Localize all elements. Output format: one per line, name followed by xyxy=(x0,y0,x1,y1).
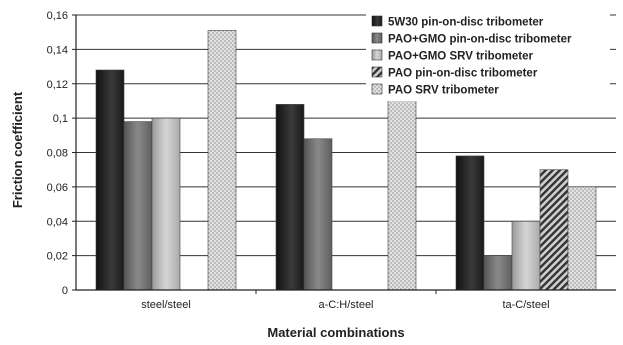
x-tick-label: steel/steel xyxy=(141,299,191,311)
y-tick-label: 0 xyxy=(62,285,68,297)
legend-swatch xyxy=(371,66,383,78)
bar xyxy=(123,121,153,291)
legend-label: 5W30 pin-on-disc tribometer xyxy=(388,17,544,29)
y-tick-label: 0,02 xyxy=(47,251,68,263)
y-tick-label: 0,1 xyxy=(53,113,68,125)
y-axis-ticks: 0 0,02 0,04 0,06 0,08 0,1 0,12 0,14 0,16 xyxy=(47,10,76,297)
y-tick-label: 0,16 xyxy=(47,10,68,22)
y-tick-label: 0,08 xyxy=(47,148,68,160)
x-axis-ticks: steel/steel a-C:H/steel ta-C/steel xyxy=(141,290,550,311)
y-tick-label: 0,12 xyxy=(47,79,68,91)
x-tick-label: a-C:H/steel xyxy=(318,299,373,311)
legend-swatch xyxy=(371,83,383,95)
y-tick-label: 0,04 xyxy=(47,216,68,228)
legend-background xyxy=(366,8,610,101)
legend-label: PAO SRV tribometer xyxy=(388,85,499,97)
bar xyxy=(387,69,417,291)
legend-swatch xyxy=(371,15,383,27)
y-axis-title: Friction coefficient xyxy=(10,91,25,208)
legend-label: PAO+GMO SRV tribometer xyxy=(388,51,533,63)
bar xyxy=(567,186,597,291)
bar xyxy=(539,169,569,291)
bar xyxy=(511,220,541,291)
legend-label: PAO+GMO pin-on-disc tribometer xyxy=(388,34,572,46)
bars xyxy=(95,30,597,291)
bar xyxy=(95,69,125,291)
legend-swatch xyxy=(371,49,383,61)
bar xyxy=(151,117,181,291)
y-tick-label: 0,14 xyxy=(47,44,68,56)
bar xyxy=(207,30,237,291)
legend-swatch xyxy=(371,32,383,44)
legend-label: PAO pin-on-disc tribometer xyxy=(388,68,538,80)
bar xyxy=(455,155,485,291)
bar xyxy=(483,255,513,291)
y-tick-label: 0,06 xyxy=(47,182,68,194)
bar xyxy=(303,138,333,291)
x-tick-label: ta-C/steel xyxy=(502,299,549,311)
legend: 5W30 pin-on-disc tribometer PAO+GMO pin-o… xyxy=(366,8,610,101)
bar xyxy=(275,104,305,291)
x-axis-title: Material combinations xyxy=(267,325,404,340)
